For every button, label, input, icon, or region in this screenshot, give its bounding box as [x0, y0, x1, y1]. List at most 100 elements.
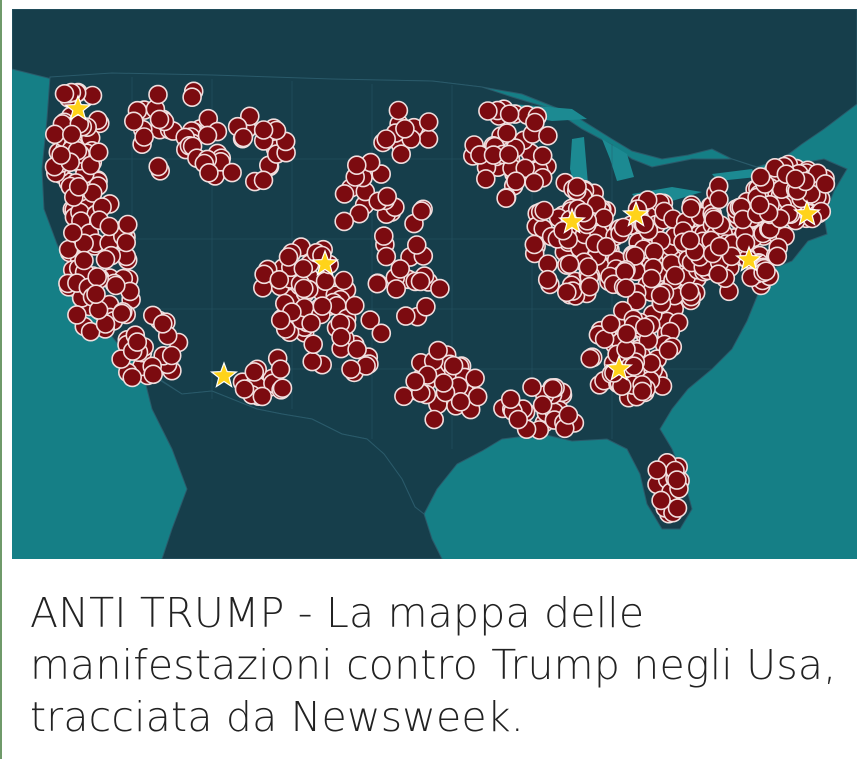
protest-dots	[44, 81, 836, 524]
protest-dot-icon	[658, 340, 679, 361]
protest-dot-icon	[302, 351, 323, 372]
protest-dot-icon	[312, 296, 333, 316]
protest-dot-icon	[735, 233, 756, 253]
protest-dot-icon	[272, 378, 293, 399]
protest-dot-icon	[433, 373, 454, 393]
protest-dot-icon	[62, 223, 83, 243]
protest-dot-icon	[99, 216, 120, 237]
protest-dot-icon	[371, 323, 392, 344]
protest-dot-icon	[234, 379, 255, 399]
protest-dot-icon	[596, 236, 617, 257]
protest-dot-icon	[148, 84, 168, 105]
protest-dot-icon	[506, 171, 526, 191]
protest-dot-icon	[499, 104, 520, 124]
star-icon	[310, 249, 340, 276]
star-icon	[604, 354, 634, 381]
protest-dot-icon	[334, 184, 355, 204]
protest-dot-icon	[360, 310, 381, 330]
protest-dot-icon	[270, 359, 291, 380]
protest-dot-icon	[478, 101, 498, 121]
protest-dot-icon	[394, 386, 414, 407]
protest-dot-icon	[386, 279, 407, 299]
protest-dot-icon	[615, 261, 635, 282]
protest-dot-icon	[373, 226, 394, 246]
protest-dot-icon	[704, 209, 724, 230]
protest-dot-icon	[346, 155, 367, 175]
protest-dot-icon	[428, 340, 448, 361]
protest-dot-icon	[349, 203, 370, 224]
star-icon	[621, 200, 651, 227]
protest-dot-icon	[475, 169, 496, 189]
protest-dot-icon	[651, 490, 671, 511]
protest-dot-icon	[67, 305, 87, 325]
protest-dot-icon	[303, 334, 324, 355]
protest-dot-icon	[367, 273, 388, 294]
protest-dot-icon	[578, 257, 599, 277]
protest-dot-icon	[86, 284, 106, 305]
protest-dot-icon	[344, 295, 365, 316]
protest-dot-icon	[253, 170, 274, 191]
protest-dot-icon	[750, 167, 771, 187]
protest-dot-icon	[497, 123, 517, 143]
protest-dot-icon	[500, 389, 521, 410]
protest-dot-icon	[54, 84, 75, 104]
protest-dot-icon	[391, 144, 412, 164]
protest-dot-icon	[767, 246, 788, 267]
protest-dot-icon	[524, 172, 545, 193]
protest-dot-icon	[567, 176, 587, 197]
protest-dot-icon	[508, 409, 529, 430]
protest-dot-icon	[88, 142, 109, 162]
protest-dot-icon	[532, 395, 553, 415]
protest-dot-icon	[199, 163, 219, 183]
star-icon	[209, 361, 239, 388]
protest-dot-icon	[559, 254, 580, 274]
star-icon	[557, 207, 587, 234]
protest-dot-icon	[406, 235, 427, 255]
protest-dot-icon	[525, 112, 545, 133]
protest-dot-icon	[395, 119, 415, 139]
protest-dot-icon	[634, 317, 655, 338]
protest-dot-icon	[244, 362, 265, 382]
protest-dot-icon	[538, 125, 558, 146]
protest-dot-icon	[116, 232, 136, 253]
protest-dot-icon	[667, 470, 687, 490]
protest-dot-icon	[647, 460, 668, 480]
protest-dot-icon	[613, 217, 634, 238]
protest-dot-icon	[127, 332, 148, 352]
protest-dot-icon	[410, 271, 431, 292]
protest-dot-icon	[450, 391, 471, 412]
protest-dot-icon	[334, 211, 355, 232]
protest-dot-icon	[95, 249, 116, 270]
protest-dot-icon	[122, 367, 142, 388]
protest-dot-icon	[182, 87, 202, 107]
protest-dot-icon	[594, 208, 614, 228]
protest-dot-icon	[756, 261, 776, 282]
protest-dot-icon	[411, 201, 432, 221]
protest-dot-icon	[153, 313, 173, 334]
protest-dot-icon	[222, 162, 242, 183]
protest-dot-icon	[443, 355, 464, 376]
protest-dot-icon	[680, 230, 701, 251]
protest-dot-icon	[424, 409, 445, 430]
protest-dot-icon	[112, 303, 132, 324]
protest-dot-icon	[681, 198, 701, 219]
protest-dot-icon	[785, 169, 806, 189]
protest-dot-icon	[376, 246, 397, 267]
protest-dot-icon	[269, 269, 290, 290]
protest-dot-icon	[709, 236, 730, 257]
protest-dot-icon	[161, 345, 182, 366]
protest-dot-icon	[496, 188, 516, 208]
protest-dot-icon	[600, 314, 621, 334]
protest-dot-icon	[270, 310, 291, 331]
protest-dot-icon	[625, 246, 646, 266]
protest-dot-icon	[331, 327, 351, 347]
protest-dot-icon	[74, 250, 94, 271]
protest-dot-icon	[148, 156, 168, 177]
protest-dot-icon	[416, 296, 436, 317]
protest-dot-icon	[579, 276, 600, 297]
protest-dot-icon	[118, 214, 138, 235]
protest-map	[12, 9, 857, 559]
protest-dot-icon	[124, 111, 144, 132]
protest-dot-icon	[253, 120, 274, 140]
